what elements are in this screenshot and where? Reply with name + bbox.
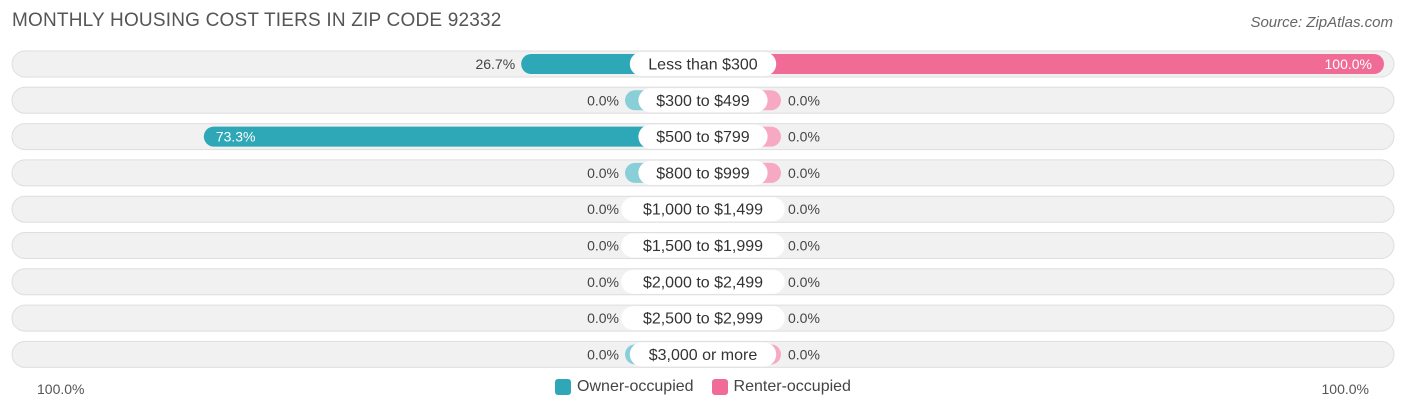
category-pill (621, 306, 785, 331)
category-pill (638, 160, 768, 185)
category-label: Less than $300 (648, 57, 758, 74)
axis-right-label: 100.0% (1321, 381, 1369, 397)
category-pill (621, 269, 785, 294)
value-label-renter: 0.0% (788, 238, 820, 254)
legend-label-owner: Owner-occupied (577, 378, 694, 395)
category-label: $3,000 or more (649, 347, 758, 364)
value-label-owner: 0.0% (587, 274, 619, 290)
value-label-renter: 0.0% (788, 346, 820, 362)
value-label-renter: 0.0% (788, 165, 820, 181)
category-label: $1,000 to $1,499 (643, 202, 763, 219)
value-label-owner: 0.0% (587, 310, 619, 326)
value-label-renter: 100.0% (1325, 56, 1372, 72)
source-note: Source: ZipAtlas.com (1250, 14, 1393, 31)
bar-renter (703, 54, 1384, 74)
legend-item-renter: Renter-occupied (711, 378, 851, 396)
category-pill (621, 197, 785, 222)
legend-swatch-renter (711, 379, 728, 395)
value-label-owner: 0.0% (587, 92, 619, 108)
value-label-owner: 0.0% (587, 346, 619, 362)
value-label-owner: 73.3% (216, 129, 256, 145)
value-label-owner: 26.7% (475, 56, 515, 72)
value-label-owner: 0.0% (587, 238, 619, 254)
legend: Owner-occupied Renter-occupied (0, 378, 1406, 396)
value-label-renter: 0.0% (788, 310, 820, 326)
legend-swatch-owner (555, 379, 572, 395)
value-label-owner: 0.0% (587, 201, 619, 217)
category-label: $800 to $999 (656, 165, 750, 182)
chart-title: MONTHLY HOUSING COST TIERS IN ZIP CODE 9… (12, 10, 502, 31)
category-pill (629, 342, 777, 367)
value-label-renter: 0.0% (788, 201, 820, 217)
legend-label-renter: Renter-occupied (733, 378, 851, 395)
category-label: $500 to $799 (656, 129, 750, 146)
category-label: $2,000 to $2,499 (643, 274, 763, 291)
value-label-renter: 0.0% (788, 92, 820, 108)
value-label-owner: 0.0% (587, 165, 619, 181)
category-pill (629, 52, 777, 76)
bar-owner (203, 126, 703, 147)
category-label: $2,500 to $2,999 (643, 311, 763, 328)
category-label: $300 to $499 (656, 93, 750, 110)
value-label-renter: 0.0% (788, 274, 820, 290)
legend-item-owner: Owner-occupied (555, 378, 694, 396)
category-pill (621, 233, 785, 258)
value-label-renter: 0.0% (788, 129, 820, 145)
category-label: $1,500 to $1,999 (643, 238, 763, 255)
axis-left-label: 100.0% (37, 381, 85, 397)
category-pill (638, 124, 768, 149)
category-pill (638, 88, 768, 113)
